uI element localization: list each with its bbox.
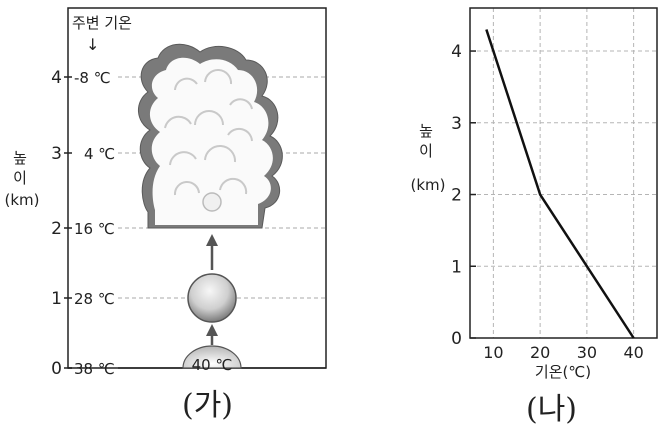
height-label-0: 0 (51, 359, 62, 379)
y-tick-label-2: 2 (451, 186, 462, 206)
rising-arrow-upper (206, 234, 218, 270)
height-label-3: 3 (51, 144, 62, 164)
y-tick-label-1: 1 (451, 257, 462, 277)
ambient-temp-header: 주변 기온 (72, 14, 132, 32)
caption-ga: (가) (182, 388, 234, 423)
ground-air-temp: 40 ℃ (192, 356, 233, 374)
y-tick-label-0: 0 (451, 329, 462, 349)
ambient-temp-4km: -8 ℃ (74, 69, 111, 87)
y-axis-label-line1: 높 (13, 149, 27, 167)
ambient-temp-2km: 16 ℃ (74, 220, 115, 238)
figure-ga-diagram: 0 1 2 3 4 높 이 (km) 주변 기온 ↓ 38 ℃ 28 ℃ 16 … (4, 7, 327, 379)
rising-arrow-lower (206, 324, 218, 345)
height-label-2: 2 (51, 219, 62, 239)
ambient-temp-0km: 38 ℃ (74, 360, 115, 378)
temperature-profile-line (485, 29, 635, 339)
chart-axes (469, 7, 658, 339)
x-tick-label-20: 20 (530, 343, 550, 362)
ambient-temp-3km: 4 ℃ (84, 145, 115, 163)
x-tick-label-40: 40 (623, 343, 643, 362)
figure-na-chart: 0 1 2 3 4 10 20 30 40 높 이 (km) 기온(℃) (410, 7, 658, 381)
plot-frame (469, 7, 658, 339)
chart-grid (470, 8, 657, 338)
chart-y-label-line2: 이 (419, 142, 433, 160)
chart-x-axis-label: 기온(℃) (535, 363, 591, 381)
y-tick-label-4: 4 (451, 42, 462, 62)
chart-series (485, 29, 635, 339)
x-tick-label-30: 30 (577, 343, 597, 362)
air-parcel (187, 273, 237, 323)
warm-air-dome (182, 345, 242, 369)
ambient-temp-1km: 28 ℃ (74, 290, 115, 308)
height-label-4: 4 (51, 68, 62, 88)
chart-y-label-line3: (km) (410, 176, 445, 194)
x-tick-label-10: 10 (483, 343, 503, 362)
y-tick-label-3: 3 (451, 114, 462, 134)
height-label-1: 1 (51, 289, 62, 309)
y-axis-label-line2: 이 (13, 169, 27, 187)
down-arrow-icon: ↓ (86, 35, 99, 54)
caption-na: (나) (526, 392, 578, 427)
y-axis-label-line3: (km) (4, 191, 39, 209)
chart-y-label-line1: 높 (419, 122, 433, 140)
cumulus-cloud-icon (138, 43, 283, 229)
chart-tick-labels: 0 1 2 3 4 10 20 30 40 (451, 42, 644, 362)
